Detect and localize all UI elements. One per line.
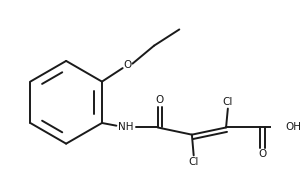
- Text: O: O: [258, 149, 266, 159]
- Text: OH: OH: [285, 122, 300, 132]
- Text: NH: NH: [118, 122, 133, 132]
- Text: O: O: [123, 60, 131, 70]
- Text: Cl: Cl: [188, 157, 199, 167]
- Text: O: O: [155, 95, 164, 105]
- Text: Cl: Cl: [223, 97, 233, 107]
